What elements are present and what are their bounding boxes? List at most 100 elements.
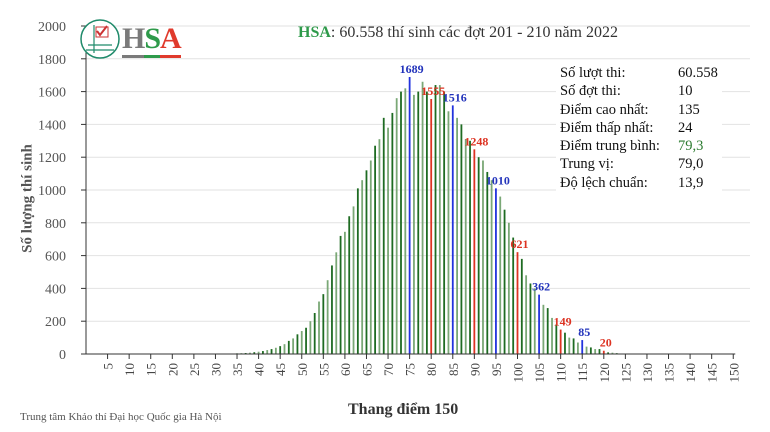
- bar: [374, 145, 377, 354]
- stat-label: Điểm cao nhất:: [560, 101, 649, 118]
- bar: [395, 98, 398, 354]
- bar: [589, 347, 592, 354]
- y-tick-label: 0: [59, 348, 66, 363]
- stat-value: 79,0: [678, 156, 704, 173]
- x-tick-label: 105: [532, 363, 547, 383]
- stat-label: Điểm thấp nhất:: [560, 119, 654, 136]
- bar: [434, 85, 437, 354]
- stat-row: Điểm cao nhất: 135: [560, 101, 718, 119]
- x-tick-label: 45: [273, 363, 288, 376]
- bar: [344, 231, 346, 354]
- bar: [313, 313, 316, 354]
- y-tick-label: 400: [45, 282, 66, 297]
- bar: [577, 342, 579, 354]
- x-tick-label: 40: [252, 363, 267, 376]
- bar: [430, 98, 433, 354]
- stat-value: 60.558: [678, 65, 718, 81]
- x-tick-label: 65: [359, 363, 374, 376]
- chart-title: HSA: 60.558 thí sinh các đợt 201 - 210 n…: [298, 24, 618, 42]
- x-tick-label: 30: [208, 363, 223, 376]
- stat-row: Số đợt thi: 10: [560, 82, 718, 100]
- bar: [387, 127, 389, 355]
- bar: [568, 337, 571, 354]
- bar: [413, 94, 415, 354]
- bar: [460, 124, 463, 355]
- x-tick-label: 35: [230, 363, 245, 376]
- bar: [378, 139, 381, 354]
- bar: [292, 338, 295, 354]
- x-tick-label: 135: [662, 363, 677, 383]
- logo-letter-s: S: [144, 22, 161, 58]
- bar: [287, 340, 290, 354]
- bar: [542, 304, 545, 354]
- stat-label: Điểm trung bình:: [560, 138, 660, 155]
- y-tick-label: 1200: [38, 151, 66, 166]
- x-tick-label: 120: [597, 363, 612, 383]
- bar: [408, 77, 411, 354]
- bar: [469, 140, 471, 354]
- x-tick-label: 55: [316, 363, 331, 376]
- bar: [348, 216, 351, 354]
- stat-row: Điểm trung bình: 79,3: [560, 137, 718, 155]
- logo-emblem-icon: [80, 19, 120, 59]
- footer-credit: Trung tâm Khảo thí Đại học Quốc gia Hà N…: [20, 411, 222, 423]
- stat-value: 79,3: [678, 138, 704, 155]
- bar: [296, 334, 299, 354]
- bar: [352, 206, 355, 354]
- bar: [598, 349, 601, 354]
- data-label: 1010: [486, 173, 510, 187]
- stat-row: Độ lệch chuẩn: 13,9: [560, 174, 718, 192]
- data-label: 621: [511, 237, 529, 251]
- bar: [253, 352, 256, 354]
- data-label: 1516: [443, 90, 467, 104]
- bar: [512, 237, 515, 354]
- stat-label: Trung vị:: [560, 156, 614, 173]
- data-label: 1555: [421, 84, 445, 98]
- y-tick-label: 1600: [38, 86, 66, 101]
- bar: [447, 111, 450, 354]
- data-label: 85: [578, 325, 590, 339]
- y-tick-label: 600: [45, 250, 66, 265]
- bar: [572, 338, 575, 354]
- data-label: 362: [532, 280, 550, 294]
- x-tick-label: 50: [295, 363, 310, 376]
- bar: [525, 275, 528, 354]
- bar: [262, 351, 264, 354]
- y-tick-label: 1000: [38, 184, 66, 199]
- bar: [391, 112, 394, 354]
- bar: [499, 196, 502, 354]
- x-tick-label: 25: [187, 363, 202, 376]
- bar: [507, 222, 510, 354]
- stat-row: Trung vị: 79,0: [560, 155, 718, 173]
- bar: [309, 321, 312, 354]
- logo-letter-h: H: [122, 22, 145, 58]
- x-tick-label: 90: [467, 363, 482, 376]
- bar: [456, 117, 458, 354]
- x-tick-label: 5: [101, 363, 116, 370]
- stat-row: Số lượt thi: 60.558: [560, 64, 718, 82]
- stats-panel: Số lượt thi: 60.558 Số đợt thi: 10 Điểm cao …: [556, 62, 722, 195]
- bar: [339, 235, 342, 354]
- bar: [382, 117, 385, 354]
- bar: [555, 324, 558, 354]
- stat-label: Số lượt thi:: [560, 65, 626, 81]
- bar: [300, 331, 303, 354]
- bar: [546, 308, 549, 354]
- bar: [417, 91, 420, 354]
- data-label: 1689: [400, 62, 424, 76]
- logo-text: HSA: [122, 22, 182, 58]
- bar: [335, 252, 338, 354]
- data-label: 149: [554, 315, 572, 329]
- bar: [473, 149, 476, 354]
- bar: [279, 346, 282, 354]
- logo-letter-a: A: [160, 22, 182, 58]
- bar: [257, 351, 260, 354]
- bar: [443, 91, 446, 354]
- bar: [356, 188, 359, 354]
- y-axis-label: Số lượng thí sinh: [19, 144, 36, 253]
- bar: [551, 317, 553, 354]
- bar: [490, 180, 493, 354]
- data-label: 20: [600, 336, 612, 350]
- hsa-logo: [78, 17, 124, 68]
- y-tick-label: 1800: [38, 53, 66, 68]
